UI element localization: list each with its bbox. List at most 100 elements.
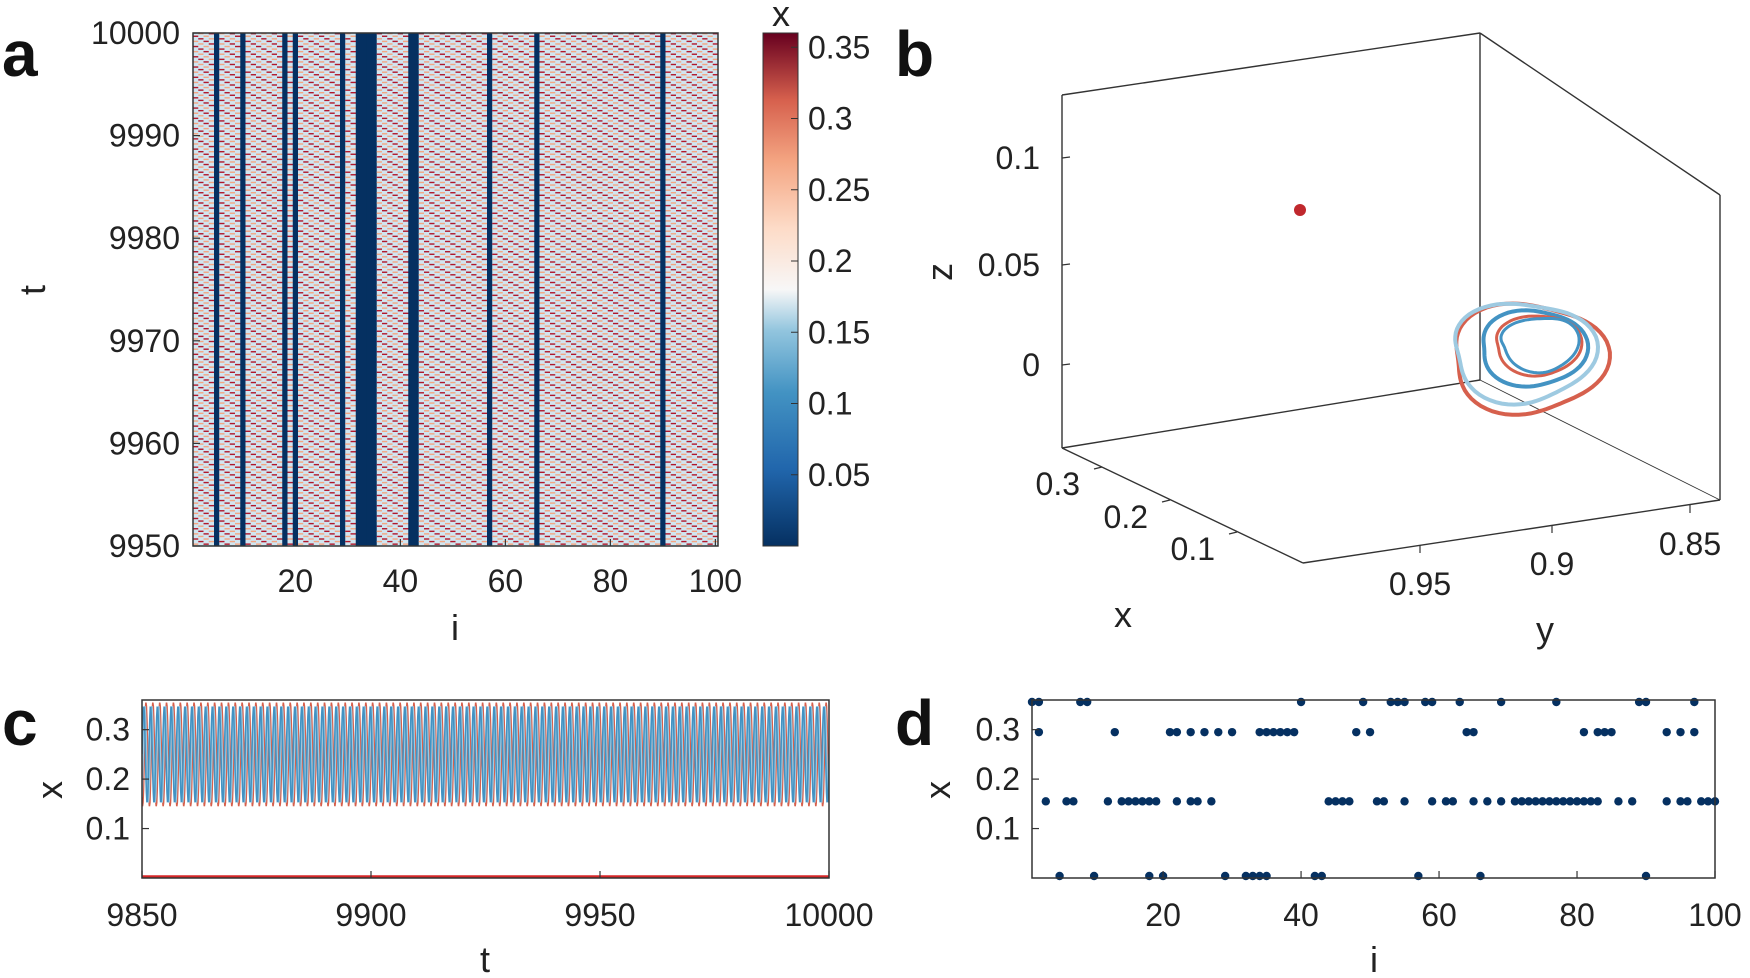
heatmap-cell	[450, 135, 456, 138]
heatmap-cell	[256, 333, 262, 335]
heatmap-cell	[245, 317, 252, 320]
heatmap-cell	[424, 333, 430, 335]
heatmap-cell	[387, 171, 393, 173]
heatmap-cell	[418, 469, 425, 471]
heatmap-cell	[350, 471, 357, 474]
heatmap-cell	[392, 256, 399, 258]
heatmap-cell	[266, 168, 273, 171]
heatmap-cell	[287, 61, 294, 63]
heatmap-cell	[266, 266, 273, 268]
heatmap-cell	[324, 356, 330, 358]
heatmap-cell	[481, 530, 488, 533]
heatmap-cell	[350, 40, 357, 43]
heatmap-cell	[271, 258, 278, 261]
heatmap-cell	[298, 456, 304, 458]
heatmap-cell	[266, 230, 273, 232]
heatmap-cell	[229, 325, 236, 327]
heatmap-cell	[287, 194, 294, 197]
heatmap-cell	[298, 481, 304, 484]
heatmap-cell	[298, 415, 304, 417]
heatmap-cell	[308, 56, 315, 58]
heatmap-cell	[397, 463, 404, 466]
heatmap-cell	[392, 374, 399, 376]
heatmap-cell	[235, 117, 241, 120]
heatmap-cell	[235, 399, 241, 402]
heatmap-cell	[203, 430, 210, 432]
heatmap-cell	[429, 494, 435, 497]
heatmap-cell	[476, 266, 483, 268]
heatmap-cell	[250, 366, 257, 368]
heatmap-cell	[208, 443, 215, 445]
heatmap-cell	[466, 225, 472, 227]
heatmap-cell	[250, 79, 257, 81]
heatmap-cell	[271, 479, 278, 481]
heatmap-cell	[303, 402, 309, 404]
heatmap-cell	[397, 130, 404, 132]
heatmap-cell	[208, 299, 215, 302]
heatmap-cell	[466, 389, 472, 391]
heatmap-cell	[476, 76, 483, 79]
heatmap-cell	[287, 35, 294, 37]
heatmap-cell	[229, 43, 236, 45]
heatmap-cell	[329, 481, 336, 484]
heatmap-cell	[460, 99, 467, 102]
heatmap-cell	[266, 261, 273, 263]
heatmap-cell	[229, 304, 236, 307]
heatmap-cell	[497, 492, 504, 494]
heatmap-cell	[266, 507, 273, 509]
heatmap-cell	[476, 143, 483, 145]
heatmap-cell	[277, 322, 283, 325]
heatmap-cell	[418, 499, 425, 502]
heatmap-cell	[229, 284, 236, 286]
heatmap-cell	[439, 428, 446, 430]
heatmap-cell	[245, 538, 252, 540]
heatmap-cell	[334, 479, 341, 481]
heatmap-cell	[345, 58, 351, 61]
heatmap-cell	[424, 168, 430, 171]
heatmap-cell	[387, 540, 393, 543]
heatmap-cell	[450, 428, 456, 430]
heatmap-cell	[476, 138, 483, 140]
heatmap-cell	[492, 58, 498, 61]
heatmap-cell	[334, 89, 341, 91]
heatmap-cell	[334, 135, 341, 138]
heatmap-cell	[203, 76, 210, 79]
heatmap-cell	[319, 225, 325, 227]
heatmap-cell	[256, 122, 262, 125]
heatmap-cell	[250, 386, 257, 389]
heatmap-cell	[208, 53, 215, 55]
heatmap-cell	[450, 510, 456, 512]
heatmap-cell	[277, 56, 283, 58]
heatmap-cell	[471, 366, 477, 368]
heatmap-cell	[287, 86, 294, 89]
heatmap-cell	[476, 451, 483, 453]
heatmap-cell	[476, 168, 483, 171]
heatmap-cell	[193, 86, 199, 89]
heatmap-cell	[455, 353, 462, 356]
heatmap-cell	[256, 158, 262, 161]
heatmap-cell	[450, 371, 456, 373]
heatmap-cell	[229, 474, 236, 476]
heatmap-cell	[476, 220, 483, 222]
heatmap-cell	[287, 317, 294, 320]
heatmap-cell	[502, 510, 509, 512]
heatmap-cell	[208, 474, 215, 476]
heatmap-cell	[319, 481, 325, 484]
heatmap-cell	[250, 258, 257, 261]
heatmap-cell	[382, 425, 388, 427]
heatmap-cell	[476, 456, 483, 458]
heatmap-cell	[313, 335, 320, 338]
heatmap-cell	[418, 120, 425, 122]
heatmap-cell	[313, 74, 320, 76]
heatmap-cell	[450, 243, 456, 245]
heatmap-cell	[193, 528, 199, 530]
heatmap-cell	[481, 479, 488, 481]
heatmap-cell	[313, 212, 320, 214]
heatmap-cell	[266, 66, 273, 68]
heatmap-cell	[350, 492, 357, 494]
heatmap-cell	[229, 407, 236, 409]
heatmap-cell	[392, 399, 399, 402]
heatmap-cell	[376, 448, 383, 450]
heatmap-cell	[245, 71, 252, 73]
heatmap-cell	[319, 374, 325, 376]
